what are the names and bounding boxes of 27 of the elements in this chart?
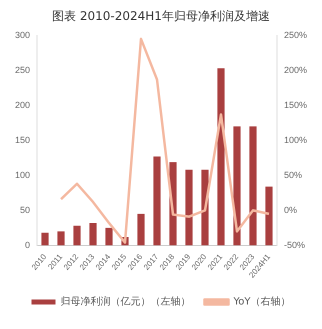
y-tick-label: 200 <box>14 100 30 110</box>
bar <box>73 226 81 246</box>
bar <box>105 228 113 246</box>
legend-label: 归母净利润（亿元）（左轴） <box>60 296 190 308</box>
y2-tick-label: 0% <box>284 204 297 215</box>
y2-tick-label: 100% <box>284 134 308 145</box>
y-tick-label: 0 <box>25 240 30 250</box>
y2-tick-label: 250% <box>284 30 308 40</box>
y-tick-label: 250 <box>14 64 30 75</box>
y2-tick-label: 200% <box>284 64 308 75</box>
bar <box>153 156 161 246</box>
bar <box>265 186 273 246</box>
y-tick-label: 300 <box>14 30 30 40</box>
legend-label: YoY（右轴） <box>232 296 291 308</box>
y-tick-label: 150 <box>14 134 30 145</box>
bar <box>41 232 49 246</box>
bar <box>137 214 145 246</box>
chart-title: 图表 2010-2024H1年归母净利润及增速 <box>51 8 271 25</box>
bar <box>249 126 257 246</box>
y2-tick-label: 50% <box>284 170 302 180</box>
y2-tick-label: -50% <box>284 240 305 250</box>
y-tick-label: 100 <box>14 170 30 180</box>
bar <box>185 170 193 246</box>
y-tick-label: 50 <box>20 204 30 215</box>
bar <box>89 222 97 246</box>
bar <box>57 231 65 246</box>
y2-tick-label: 150% <box>284 100 308 110</box>
